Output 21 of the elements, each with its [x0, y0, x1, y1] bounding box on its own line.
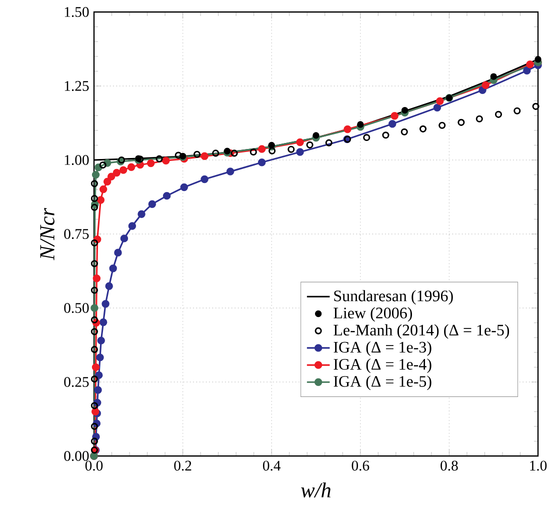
legend-label: Le-Manh (2014) (Δ = 1e-5)	[334, 324, 510, 339]
x-axis-title: w/h	[301, 482, 331, 498]
legend-label: Sundaresan (1996)	[334, 290, 453, 305]
y-tick-label: 0.50	[64, 303, 89, 313]
x-tick-label: 0.8	[440, 460, 458, 471]
y-tick-label: 1.25	[64, 81, 89, 91]
x-tick-label: 0.0	[85, 460, 103, 471]
x-tick-label: 0.4	[263, 460, 281, 471]
y-tick-label: 1.50	[64, 7, 89, 17]
legend-label: Liew (2006)	[334, 307, 412, 322]
x-tick-label: 0.2	[174, 460, 192, 471]
legend-label: IGA (Δ = 1e-5)	[334, 376, 432, 390]
y-tick-label: 1.00	[64, 155, 89, 165]
y-tick-label: 0.75	[64, 229, 89, 239]
legend-label: IGA (Δ = 1e-4)	[334, 358, 432, 373]
x-tick-label: 0.6	[352, 460, 370, 471]
x-tick-label: 1.0	[530, 460, 547, 471]
y-axis-title: N/Ncr	[40, 208, 54, 260]
legend-label: IGA (Δ = 1e-3)	[334, 341, 432, 356]
y-tick-label: 0.00	[64, 451, 89, 461]
y-tick-label: 0.25	[64, 377, 89, 387]
